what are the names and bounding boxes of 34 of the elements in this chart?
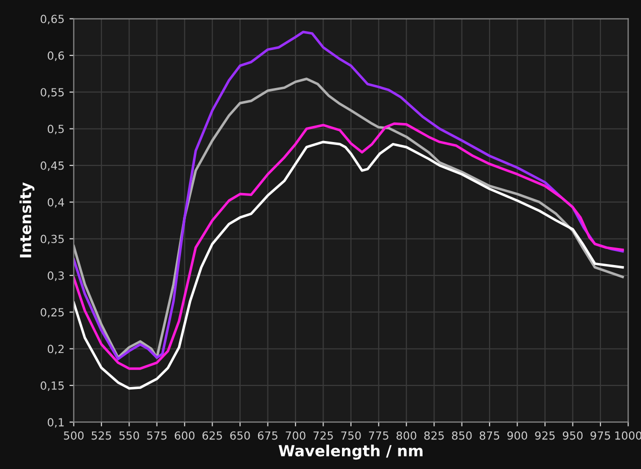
y-tick-label: 0,55 (40, 88, 64, 98)
y-tick-label: 0,5 (48, 124, 64, 134)
x-tick-label: 900 (507, 431, 528, 440)
x-tick-label: 875 (480, 431, 500, 440)
y-tick-label: 0,15 (40, 381, 64, 391)
y-tick-label: 0,4 (48, 198, 64, 208)
x-tick-label: 700 (286, 431, 306, 440)
x-tick-label: 975 (590, 431, 610, 440)
x-tick-label: 550 (119, 431, 140, 440)
x-tick-label: 950 (562, 431, 583, 440)
x-tick-label: 850 (452, 431, 472, 440)
x-tick-label: 725 (314, 431, 333, 440)
y-tick-label: 0,45 (40, 161, 64, 171)
y-tick-label: 0,65 (40, 14, 64, 24)
y-tick-label: 0,6 (48, 51, 64, 61)
x-tick-label: 625 (202, 431, 222, 440)
x-tick-label: 575 (147, 431, 167, 440)
x-tick-label: 750 (341, 431, 361, 440)
x-tick-label: 675 (258, 431, 278, 440)
y-axis-title: Intensity (19, 182, 34, 258)
x-tick-label: 525 (92, 431, 112, 440)
x-tick-label: 775 (368, 431, 388, 440)
x-tick-label: 500 (64, 431, 84, 440)
x-tick-label: 825 (424, 431, 444, 440)
y-tick-label: 0,1 (48, 418, 64, 428)
y-tick-label: 0,2 (48, 344, 64, 354)
y-tick-label: 0,25 (40, 308, 64, 318)
x-tick-label: 650 (230, 431, 250, 440)
y-tick-label: 0,35 (40, 234, 64, 244)
x-axis-title: Wavelength / nm (278, 444, 423, 460)
x-tick-label: 800 (396, 431, 416, 440)
x-tick-label: 925 (535, 431, 555, 440)
x-tick-label: 600 (174, 431, 194, 440)
y-tick-label: 0,3 (48, 271, 64, 281)
